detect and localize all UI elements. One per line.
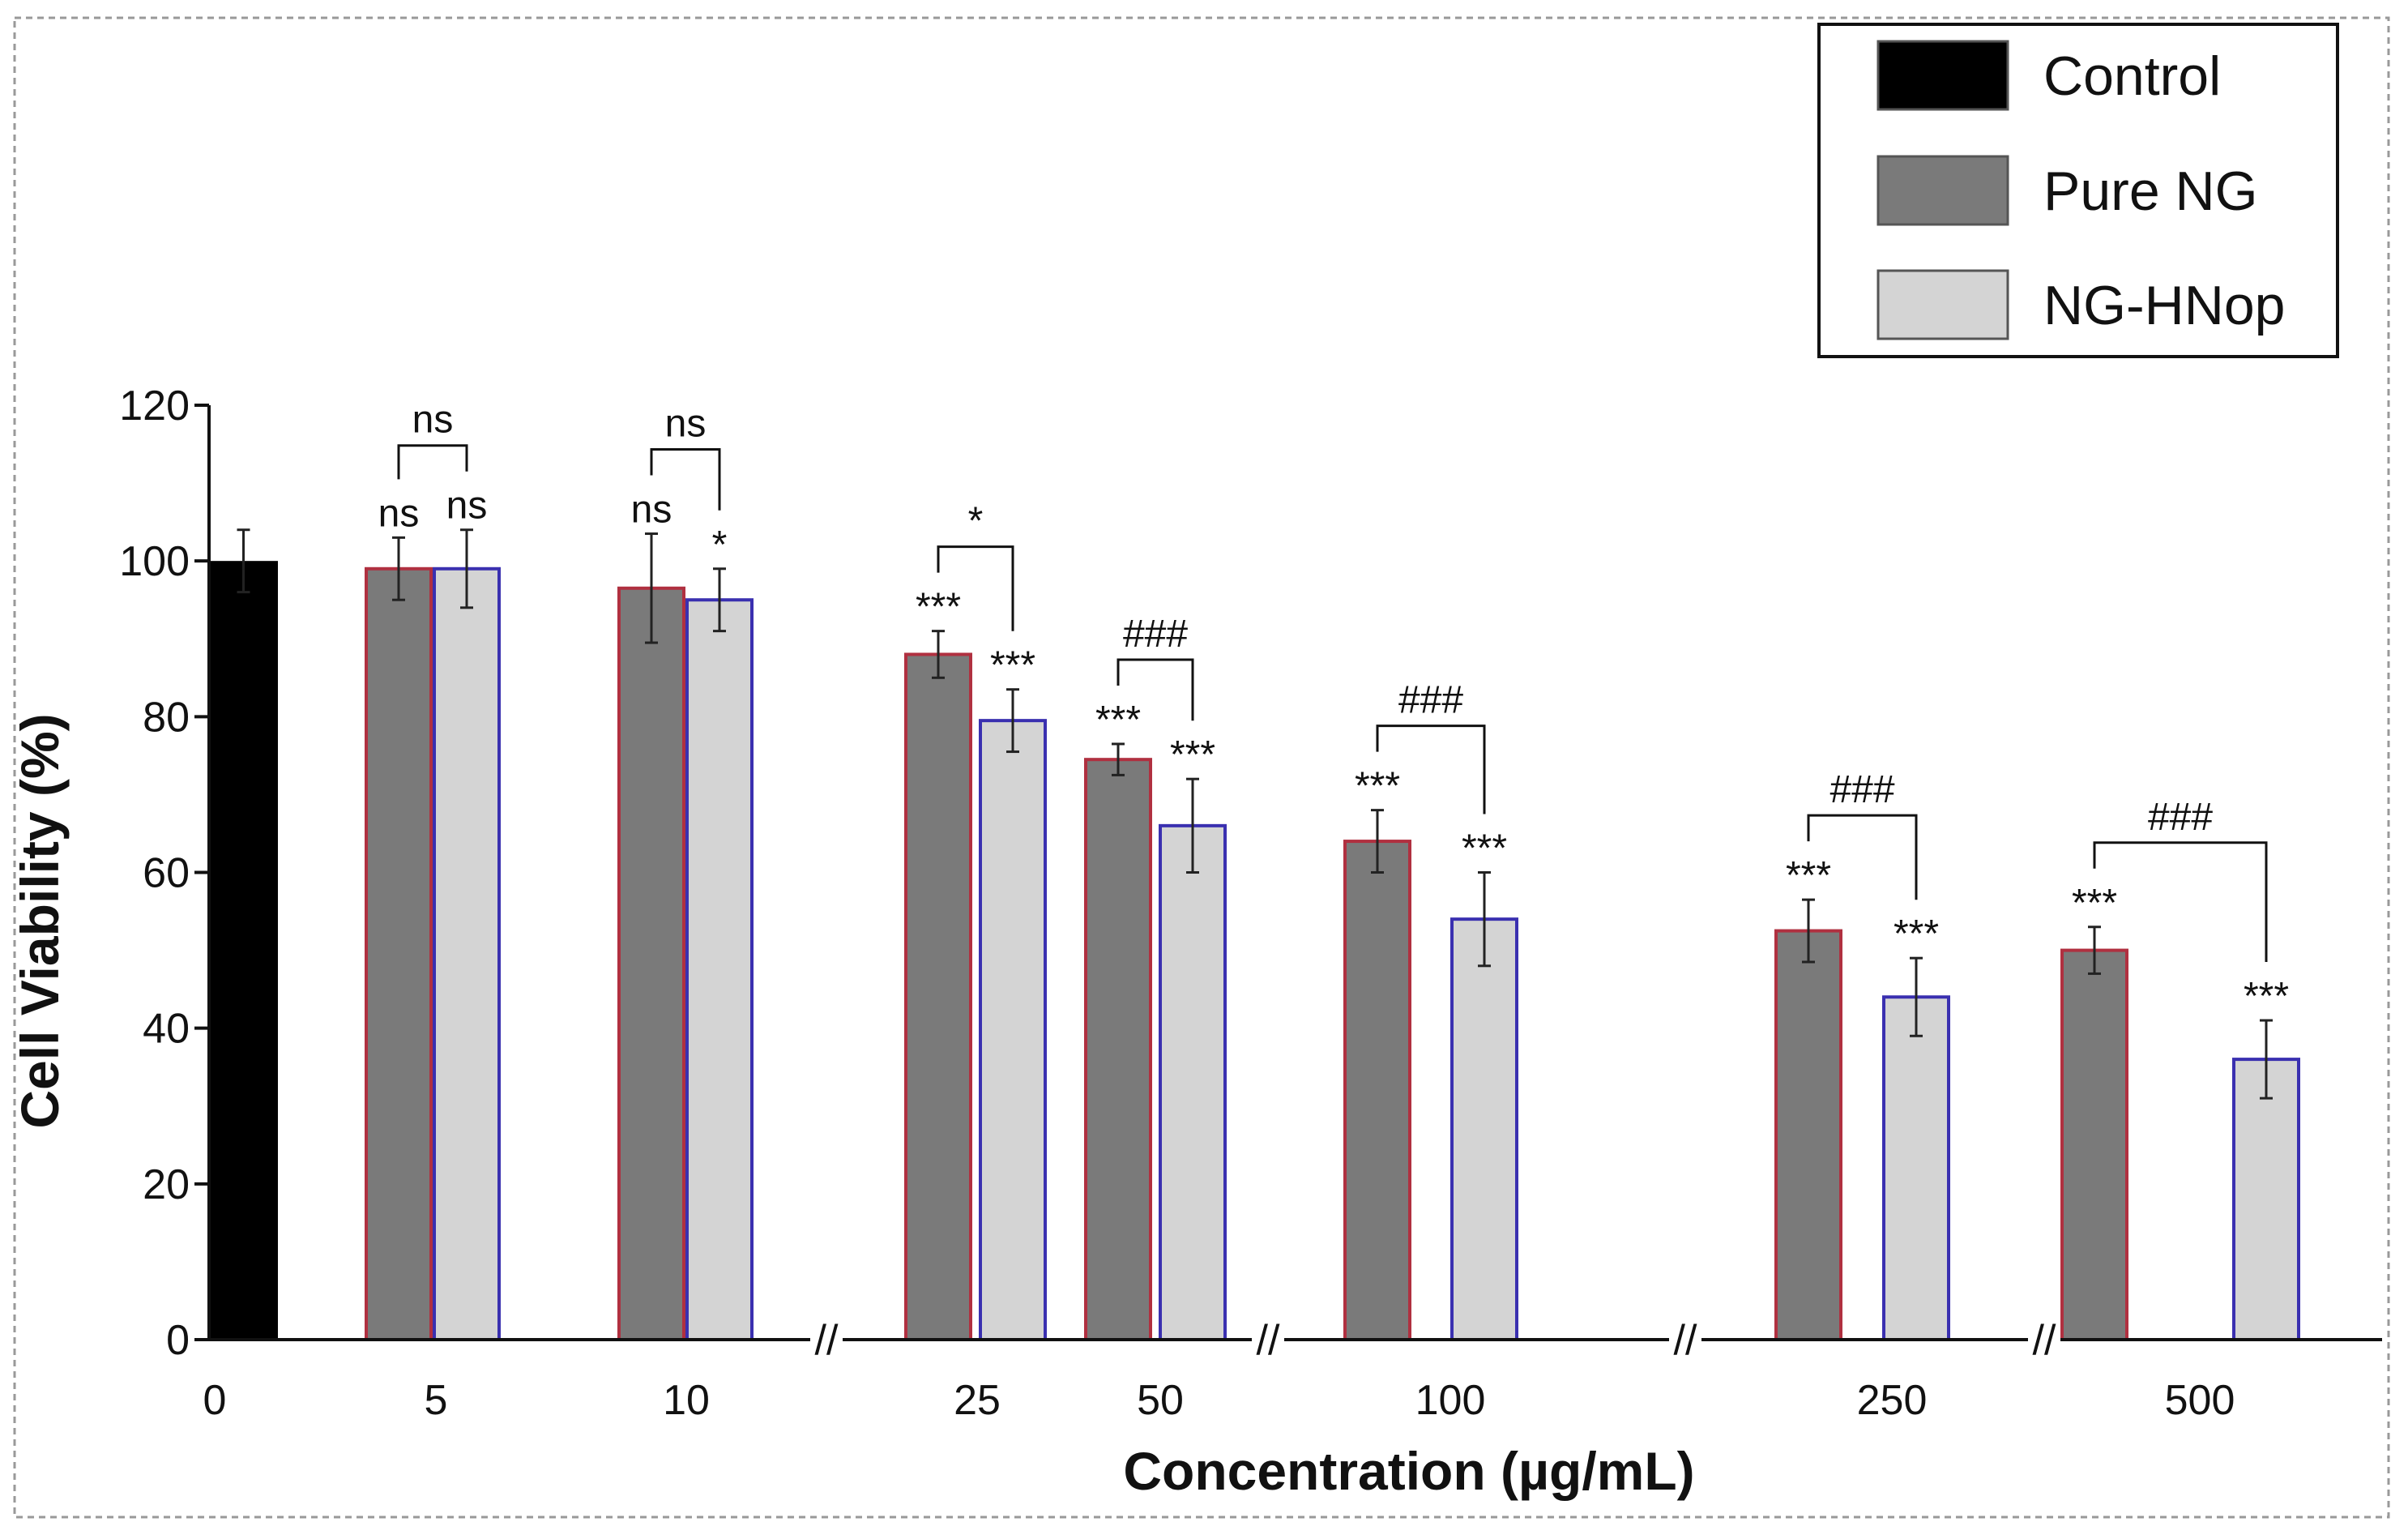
legend-swatch <box>1876 269 2009 340</box>
bar-ng-hnop <box>1159 823 1227 1341</box>
axis-break-gap <box>2028 1328 2060 1351</box>
bar-pure-ng <box>1343 840 1411 1341</box>
y-tick-label: 80 <box>143 694 190 741</box>
comparison-bracket <box>1807 814 1918 900</box>
axis-break-gap <box>1252 1328 1284 1351</box>
significance-label-pure-ng: *** <box>1786 854 1831 897</box>
axis-break-mark: // <box>815 1317 839 1364</box>
significance-label-comparison: ### <box>1123 613 1188 656</box>
significance-label-ng-hnop: *** <box>1462 827 1507 870</box>
bar-pure-ng <box>365 566 433 1341</box>
significance-label-comparison: ### <box>1398 679 1463 722</box>
y-tick-label: 20 <box>143 1161 190 1208</box>
comparison-bracket <box>937 545 1014 631</box>
significance-label-comparison: ### <box>1829 768 1894 811</box>
figure-border <box>13 16 2390 1519</box>
bar-pure-ng <box>1084 758 1152 1341</box>
x-tick-label: 10 <box>663 1377 710 1424</box>
axis-break-mark: // <box>1257 1317 1280 1364</box>
x-tick-label: 5 <box>425 1377 448 1424</box>
comparison-bracket <box>650 448 721 511</box>
y-tick-label: 60 <box>143 850 190 897</box>
legend-swatch <box>1876 155 2009 226</box>
axis-break-mark: // <box>2033 1317 2056 1364</box>
bar-pure-ng <box>2060 948 2128 1342</box>
comparison-bracket <box>1376 725 1486 814</box>
axis-break-mark: // <box>1674 1317 1697 1364</box>
significance-label-pure-ng: ns <box>631 489 672 532</box>
x-tick-label: 25 <box>954 1377 1001 1424</box>
bar-ng-hnop <box>2232 1058 2300 1341</box>
legend-label: Pure NG <box>2043 160 2258 222</box>
significance-label-ng-hnop: *** <box>2244 975 2289 1018</box>
significance-label-pure-ng: *** <box>1355 765 1400 808</box>
bar-ng-hnop <box>685 598 754 1341</box>
y-tick-label: 100 <box>119 538 190 585</box>
significance-label-pure-ng: *** <box>1095 699 1141 742</box>
comparison-bracket <box>397 444 468 480</box>
bar-ng-hnop <box>433 566 501 1341</box>
y-axis-title: Cell Viability (%) <box>10 713 70 1128</box>
legend-swatch <box>1876 40 2009 111</box>
bar-pure-ng <box>617 586 685 1341</box>
significance-label-ng-hnop: *** <box>1894 913 1939 955</box>
y-tick-label: 120 <box>119 383 190 430</box>
significance-label-comparison: ns <box>412 399 454 442</box>
significance-label-comparison: * <box>968 500 984 543</box>
x-tick-label: 500 <box>2165 1377 2235 1424</box>
x-tick-label: 100 <box>1415 1377 1486 1424</box>
axis-break-gap <box>810 1328 843 1351</box>
significance-label-pure-ng: *** <box>916 586 961 629</box>
significance-label-ng-hnop: *** <box>990 644 1035 687</box>
comparison-bracket <box>2093 841 2268 963</box>
significance-label-pure-ng: ns <box>378 492 420 535</box>
significance-label-comparison: ### <box>2148 796 2213 839</box>
bar-ng-hnop <box>979 719 1047 1341</box>
bar-control <box>209 561 278 1340</box>
bar-pure-ng <box>904 652 972 1341</box>
bar-ng-hnop <box>1450 917 1518 1341</box>
axis-break-gap <box>1669 1328 1701 1351</box>
bar-ng-hnop <box>1882 995 1950 1341</box>
significance-label-pure-ng: *** <box>2072 882 2117 925</box>
x-tick-label: 0 <box>203 1377 227 1424</box>
x-tick-label: 250 <box>1857 1377 1928 1424</box>
significance-label-ng-hnop: *** <box>1170 733 1215 776</box>
comparison-bracket <box>1116 658 1194 721</box>
y-tick-label: 0 <box>166 1317 190 1364</box>
legend-label: Control <box>2043 45 2221 107</box>
y-tick-label: 40 <box>143 1006 190 1053</box>
significance-label-ng-hnop: ns <box>446 485 488 528</box>
x-tick-label: 50 <box>1137 1377 1184 1424</box>
x-axis-title: Concentration (µg/mL) <box>1123 1441 1694 1501</box>
significance-label-ng-hnop: * <box>712 524 728 566</box>
significance-label-comparison: ns <box>665 403 707 446</box>
legend-label: NG-HNop <box>2043 275 2286 336</box>
bar-pure-ng <box>1774 929 1842 1341</box>
